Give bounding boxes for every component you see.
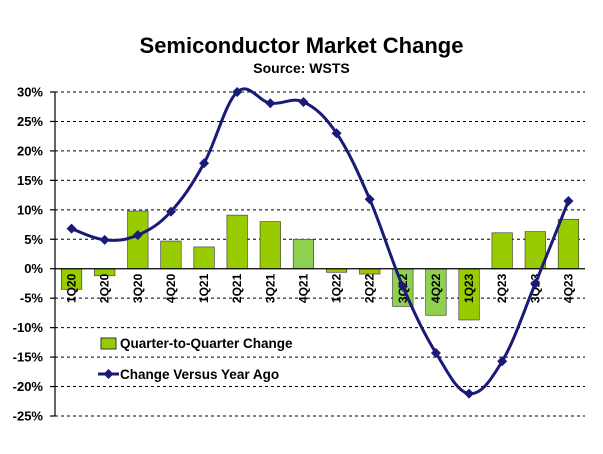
bar — [226, 214, 248, 270]
line-point — [563, 195, 574, 206]
x-tick-label: 2Q20 — [98, 273, 112, 303]
line-point — [364, 194, 375, 205]
y-tick-label: -10% — [13, 320, 44, 335]
legend-bar-swatch — [100, 337, 117, 350]
x-tick-label: 4Q21 — [296, 273, 310, 303]
x-tick-label: 1Q23 — [462, 273, 476, 303]
x-tick-label: 2Q22 — [363, 273, 377, 303]
x-tick-label: 1Q21 — [197, 273, 211, 303]
bar — [193, 246, 215, 270]
y-tick-labels: 30% 25% 20% 15% 10% 5% 0% -5% -10% -15% -20% -25% — [13, 85, 44, 424]
y-tick-label: 0% — [24, 261, 43, 276]
y-tick-label: -25% — [13, 409, 44, 424]
gridlines — [55, 91, 585, 417]
y-tick-label: -5% — [20, 291, 44, 306]
chart-title: Semiconductor Market Change — [139, 33, 464, 58]
y-tick-label: 25% — [17, 114, 43, 129]
x-tick-label: 1Q20 — [65, 273, 79, 303]
line-point — [464, 388, 475, 399]
x-tick-label: 4Q23 — [561, 273, 575, 303]
bar — [359, 268, 381, 275]
legend-line-marker — [103, 369, 114, 379]
bar — [160, 240, 182, 270]
bar — [557, 218, 580, 270]
line-point — [165, 206, 176, 217]
chart-subtitle: Source: WSTS — [253, 60, 350, 76]
y-tick-label: 30% — [17, 85, 43, 100]
line-point — [530, 278, 541, 289]
legend-bar-label: Quarter-to-Quarter Change — [120, 336, 293, 351]
line-point — [66, 223, 77, 234]
line-point — [265, 98, 276, 109]
series-line — [71, 87, 570, 396]
line-point — [199, 158, 210, 169]
y-tick-label: 10% — [17, 202, 43, 217]
x-tick-label: 4Q20 — [164, 273, 178, 303]
bar — [491, 232, 513, 270]
y-tick-label: -20% — [13, 379, 44, 394]
line-point — [132, 230, 143, 241]
legend-line-label: Change Versus Year Ago — [120, 367, 279, 382]
line-point — [232, 87, 243, 97]
y-tick-label: 5% — [24, 232, 43, 247]
y-tick-label: 20% — [17, 143, 43, 158]
x-tick-label: 1Q22 — [330, 273, 344, 303]
line-point — [331, 128, 342, 139]
y-tick-label: 15% — [17, 173, 43, 188]
axes — [50, 91, 585, 417]
x-tick-label: 3Q21 — [263, 273, 277, 303]
line-point — [430, 347, 441, 358]
line-series — [66, 87, 574, 399]
line-point — [298, 97, 309, 108]
x-tick-label: 3Q20 — [131, 273, 145, 303]
bar — [259, 221, 281, 270]
line-point — [497, 356, 508, 367]
line-point — [99, 234, 110, 245]
y-tick-label: -15% — [13, 350, 44, 365]
bar — [292, 238, 315, 270]
x-tick-label: 2Q21 — [230, 273, 244, 303]
line-point — [397, 281, 408, 292]
bar-series — [60, 210, 580, 321]
legend: Quarter-to-Quarter Change Change Versus … — [98, 336, 293, 382]
x-tick-label: 4Q22 — [429, 273, 443, 303]
x-tick-label: 2Q23 — [495, 273, 509, 303]
